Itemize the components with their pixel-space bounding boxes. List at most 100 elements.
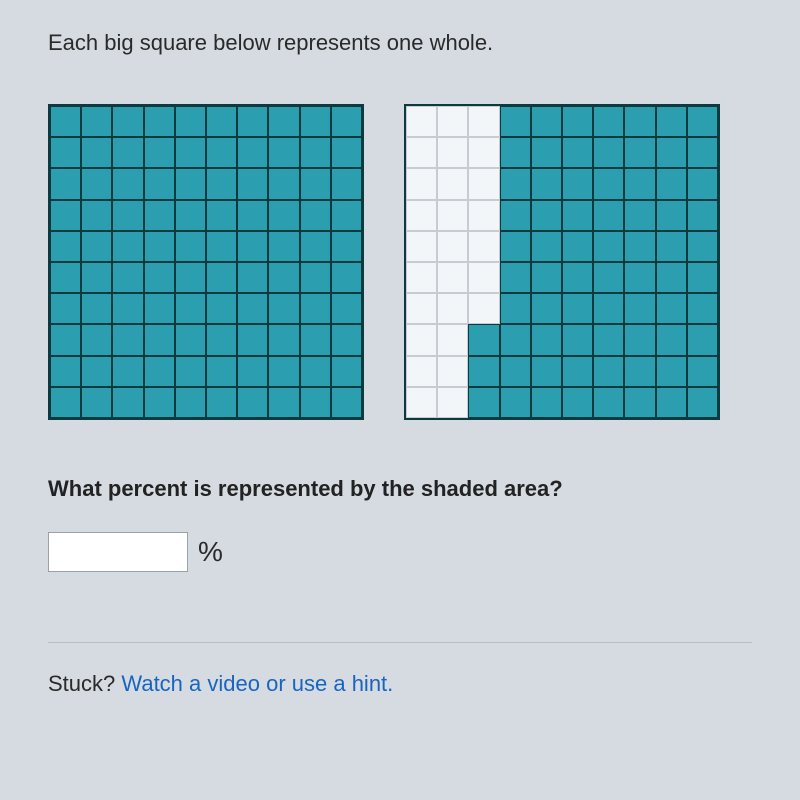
grid-cell [175, 262, 206, 293]
grid-cell [468, 293, 499, 324]
grid-cell [687, 387, 718, 418]
grid-cell [50, 168, 81, 199]
grid-cell [50, 137, 81, 168]
grid-cell [437, 137, 468, 168]
grid-cell [406, 293, 437, 324]
grid-cell [656, 324, 687, 355]
grids-container [48, 104, 760, 420]
grid-cell [81, 293, 112, 324]
grid-cell [112, 231, 143, 262]
grid-cell [112, 200, 143, 231]
grid-cell [268, 200, 299, 231]
grid-cell [531, 293, 562, 324]
grid-cell [331, 387, 362, 418]
grid-cell [206, 324, 237, 355]
grid-cell [112, 387, 143, 418]
grid-cell [175, 168, 206, 199]
grid-cell [81, 387, 112, 418]
grid-cell [144, 168, 175, 199]
grid-cell [175, 324, 206, 355]
grid-cell [468, 200, 499, 231]
grid-cell [406, 137, 437, 168]
grid-cell [500, 106, 531, 137]
grid-cell [562, 387, 593, 418]
grid-cell [531, 137, 562, 168]
grid-cell [437, 231, 468, 262]
grid-cell [468, 356, 499, 387]
grid-cell [593, 200, 624, 231]
grid-cell [500, 262, 531, 293]
grid-cell [81, 262, 112, 293]
divider [48, 642, 752, 643]
grid-cell [206, 262, 237, 293]
grid-cell [437, 168, 468, 199]
grid-cell [112, 137, 143, 168]
grid-cell [562, 200, 593, 231]
grid-cell [406, 356, 437, 387]
grid-cell [300, 200, 331, 231]
grid-cell [206, 231, 237, 262]
stuck-label: Stuck? [48, 671, 115, 696]
grid-cell [562, 168, 593, 199]
grid-cell [300, 356, 331, 387]
grid-cell [206, 168, 237, 199]
grid-cell [50, 293, 81, 324]
grid-cell [268, 106, 299, 137]
answer-input[interactable] [48, 532, 188, 572]
grid-cell [144, 324, 175, 355]
grid-cell [175, 200, 206, 231]
grid-cell [687, 231, 718, 262]
grid-cell [206, 356, 237, 387]
grid-cell [500, 200, 531, 231]
grid-cell [531, 168, 562, 199]
grid-cell [500, 137, 531, 168]
grid-cell [237, 262, 268, 293]
grid-cell [268, 262, 299, 293]
grid-cell [468, 168, 499, 199]
grid-cell [50, 231, 81, 262]
grid-cell [656, 356, 687, 387]
grid-cell [531, 356, 562, 387]
grid-cell [593, 324, 624, 355]
grid-cell [437, 387, 468, 418]
grid-cell [500, 231, 531, 262]
grid-cell [562, 231, 593, 262]
grid-cell [331, 231, 362, 262]
grid-cell [593, 168, 624, 199]
grid-cell [500, 356, 531, 387]
grid-cell [237, 231, 268, 262]
grid-cell [206, 387, 237, 418]
grid-cell [437, 293, 468, 324]
grid-cell [268, 231, 299, 262]
grid-cell [531, 324, 562, 355]
grid-cell [656, 293, 687, 324]
grid-cell [112, 293, 143, 324]
grid-cell [406, 200, 437, 231]
grid-cell [562, 324, 593, 355]
grid-cell [300, 137, 331, 168]
grid-cell [144, 262, 175, 293]
grid-cell [237, 324, 268, 355]
grid-cell [531, 106, 562, 137]
grid-right [404, 104, 720, 420]
grid-cell [175, 356, 206, 387]
grid-cell [687, 137, 718, 168]
grid-cell [268, 356, 299, 387]
grid-cell [437, 324, 468, 355]
grid-cell [468, 387, 499, 418]
grid-cell [50, 387, 81, 418]
grid-cell [237, 293, 268, 324]
grid-cell [81, 137, 112, 168]
grid-cell [437, 262, 468, 293]
grid-cell [331, 293, 362, 324]
grid-cell [50, 106, 81, 137]
grid-cell [531, 387, 562, 418]
grid-cell [268, 387, 299, 418]
grid-cell [593, 387, 624, 418]
grid-cell [268, 137, 299, 168]
grid-cell [687, 356, 718, 387]
grid-cell [268, 293, 299, 324]
intro-text: Each big square below represents one who… [48, 30, 760, 56]
hint-link[interactable]: Watch a video or use a hint. [121, 671, 393, 696]
grid-cell [500, 387, 531, 418]
